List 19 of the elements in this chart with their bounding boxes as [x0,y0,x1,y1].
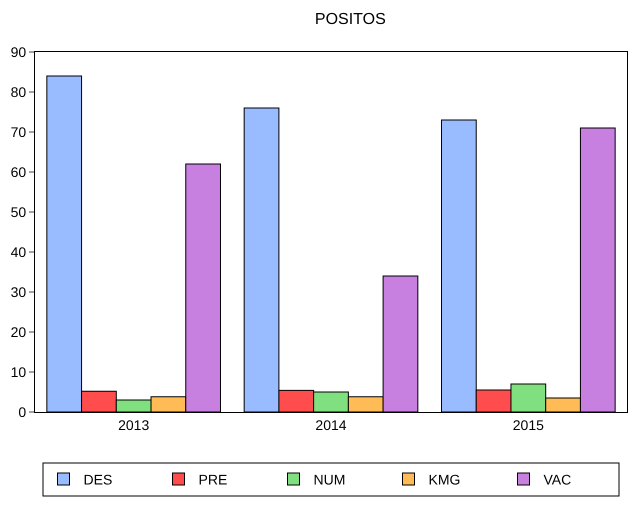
chart-title: POSITOS [314,11,386,28]
legend-label: VAC [544,471,572,488]
y-tick-label: 30 [10,284,26,300]
legend-label: NUM [314,471,346,488]
legend-label: DES [84,471,112,488]
y-tick-label: 50 [10,204,26,220]
y-tick-label: 20 [10,324,26,340]
y-tick-label: 0 [18,404,26,420]
y-tick-label: 10 [10,364,26,380]
legend-label: KMG [428,471,460,488]
legend-label: PRE [198,471,228,488]
y-tick-label: 40 [10,244,26,260]
y-tick-label: 60 [10,164,26,180]
x-tick-label: 2013 [118,416,150,433]
x-tick-label: 2015 [512,416,544,433]
y-tick-label: 80 [10,84,26,100]
y-tick-label: 90 [10,44,26,60]
x-tick-label: 2014 [315,416,347,433]
y-tick-label: 70 [10,124,26,140]
